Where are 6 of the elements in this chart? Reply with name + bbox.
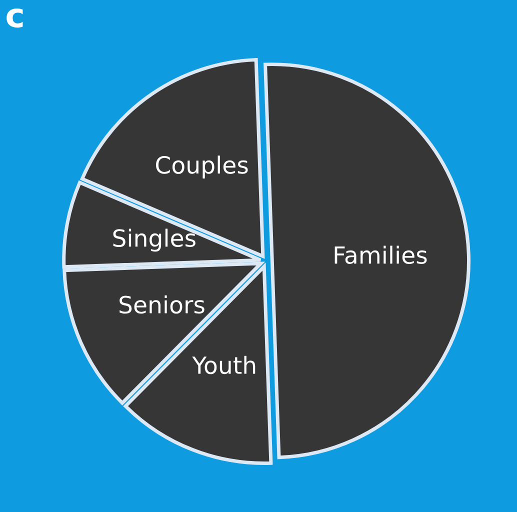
slice-label: Singles <box>113 228 196 252</box>
slice-label: Youth <box>192 356 256 374</box>
slice-label: Couples <box>156 156 248 178</box>
text: c <box>6 8 23 28</box>
slice-label: Seniors <box>120 295 204 314</box>
slice-label: Families <box>334 246 427 264</box>
